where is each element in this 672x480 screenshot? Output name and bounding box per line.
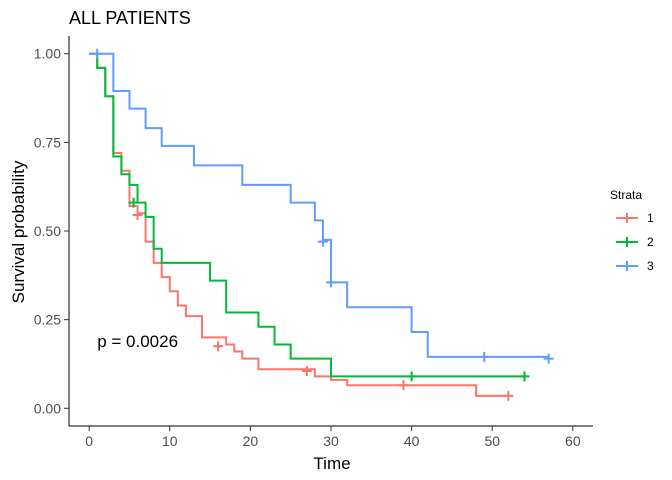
y-tick-label: 0.50	[34, 223, 61, 239]
censor-mark	[398, 380, 409, 391]
survival-curve-2	[89, 52, 525, 378]
censor-mark	[128, 197, 139, 208]
x-tick-label: 30	[323, 433, 339, 449]
censor-mark	[479, 351, 490, 362]
y-tick-label: 0.00	[34, 400, 61, 416]
legend-key	[616, 237, 638, 247]
legend-item-1: 1	[616, 211, 654, 225]
censor-mark	[543, 353, 554, 364]
censor-mark	[92, 48, 103, 59]
legend-title: Strata	[610, 188, 642, 202]
censor-mark	[213, 341, 224, 352]
legend-label: 3	[647, 259, 654, 273]
legend-key	[616, 261, 638, 271]
censor-mark	[132, 210, 143, 221]
legend-item-2: 2	[616, 235, 654, 249]
x-tick-label: 40	[404, 433, 420, 449]
legend: Strata 1 2 3	[610, 188, 654, 273]
censor-mark	[317, 236, 328, 247]
legend-key	[616, 213, 638, 223]
x-tick-label: 0	[85, 433, 93, 449]
series-2	[89, 52, 530, 382]
censor-mark	[326, 277, 336, 288]
y-tick-label: 0.75	[34, 134, 61, 150]
legend-label: 1	[647, 211, 654, 225]
y-axis-title: Survival probability	[9, 160, 28, 303]
censor-mark	[301, 366, 312, 377]
censor-mark	[519, 371, 530, 382]
legend-label: 2	[647, 235, 654, 249]
p-value-annotation: p = 0.0026	[97, 332, 178, 351]
censor-mark	[406, 371, 417, 382]
x-tick-label: 60	[565, 433, 581, 449]
x-tick-label: 20	[243, 433, 259, 449]
legend-item-3: 3	[616, 259, 654, 273]
chart-title: ALL PATIENTS	[69, 8, 191, 28]
y-tick-label: 1.00	[34, 46, 61, 62]
x-tick-label: 50	[484, 433, 500, 449]
x-tick-label: 10	[162, 433, 178, 449]
y-tick-label: 0.25	[34, 312, 61, 328]
series-layer	[89, 48, 554, 401]
survival-curve-3	[89, 52, 549, 358]
x-axis-title: Time	[313, 454, 350, 473]
axis-ticks: 0 10 20 30 40 50 60 0.00 0.25 0.50 0.75 1.00	[34, 46, 581, 449]
series-3	[89, 48, 554, 364]
censor-mark	[503, 390, 514, 401]
